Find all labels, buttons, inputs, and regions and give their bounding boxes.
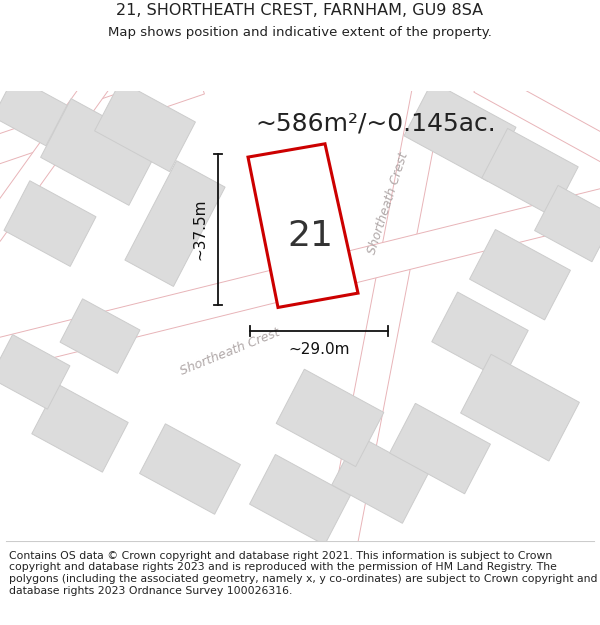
Polygon shape xyxy=(95,81,196,172)
Text: Shortheath Crest: Shortheath Crest xyxy=(365,151,410,256)
Polygon shape xyxy=(140,424,241,514)
Text: Contains OS data © Crown copyright and database right 2021. This information is : Contains OS data © Crown copyright and d… xyxy=(9,551,598,596)
Polygon shape xyxy=(404,82,516,181)
Polygon shape xyxy=(0,188,600,372)
Polygon shape xyxy=(276,369,384,467)
Polygon shape xyxy=(324,78,446,554)
Text: ~37.5m: ~37.5m xyxy=(193,199,208,261)
Polygon shape xyxy=(389,403,490,494)
Text: 21: 21 xyxy=(287,219,333,253)
Text: Map shows position and indicative extent of the property.: Map shows position and indicative extent… xyxy=(108,26,492,39)
Polygon shape xyxy=(60,299,140,373)
Text: ~29.0m: ~29.0m xyxy=(288,342,350,357)
Polygon shape xyxy=(125,161,225,286)
Text: 21, SHORTHEATH CREST, FARNHAM, GU9 8SA: 21, SHORTHEATH CREST, FARNHAM, GU9 8SA xyxy=(116,3,484,18)
Polygon shape xyxy=(482,128,578,216)
Polygon shape xyxy=(4,181,96,266)
Text: Shortheath Crest: Shortheath Crest xyxy=(178,326,282,378)
Polygon shape xyxy=(32,384,128,472)
Polygon shape xyxy=(0,73,110,241)
Polygon shape xyxy=(332,435,428,523)
Polygon shape xyxy=(470,229,571,320)
Polygon shape xyxy=(0,334,70,409)
Polygon shape xyxy=(41,99,160,206)
Polygon shape xyxy=(250,454,350,545)
Polygon shape xyxy=(0,67,205,166)
Polygon shape xyxy=(535,186,600,262)
Polygon shape xyxy=(0,76,67,146)
Polygon shape xyxy=(474,69,600,164)
Polygon shape xyxy=(248,144,358,308)
Text: ~586m²/~0.145ac.: ~586m²/~0.145ac. xyxy=(255,111,496,136)
Polygon shape xyxy=(432,292,528,380)
Polygon shape xyxy=(461,354,580,461)
